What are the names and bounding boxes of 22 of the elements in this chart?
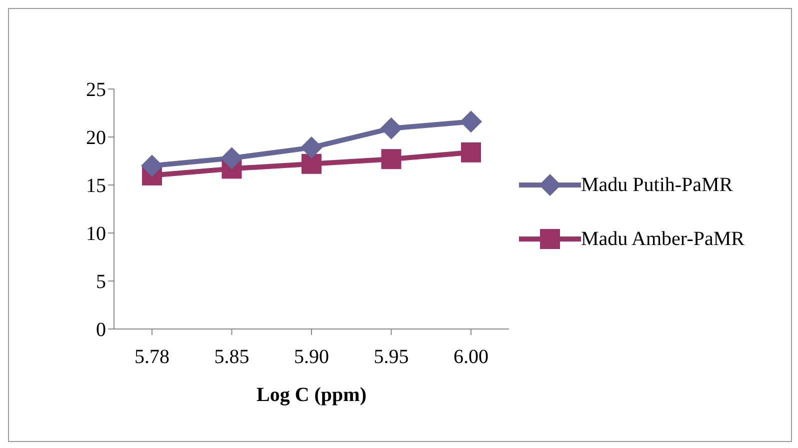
point bbox=[380, 117, 402, 140]
x-tick-label: 5.78 bbox=[134, 346, 170, 368]
x-axis-title: Log C (ppm) bbox=[256, 384, 367, 406]
legend-label: Madu Putih-PaMR bbox=[581, 174, 733, 196]
y-tick-label: 20 bbox=[86, 127, 106, 150]
point bbox=[461, 142, 481, 162]
point bbox=[302, 154, 322, 174]
x-tick-label: 5.95 bbox=[374, 346, 409, 368]
point bbox=[220, 147, 243, 170]
point bbox=[381, 149, 402, 170]
y-tick-label: 25 bbox=[86, 79, 106, 102]
x-tick-label: 5.90 bbox=[294, 346, 329, 368]
y-tick-label: 0 bbox=[96, 319, 106, 342]
y-tick-label: 10 bbox=[86, 223, 106, 246]
legend-label: Madu Amber-PaMR bbox=[581, 228, 744, 250]
point bbox=[141, 154, 163, 177]
y-tick-label: 15 bbox=[86, 175, 106, 198]
y-tick-label: 5 bbox=[96, 271, 106, 294]
point bbox=[460, 110, 482, 133]
x-tick-label: 6.00 bbox=[454, 346, 488, 368]
point bbox=[300, 136, 322, 159]
x-tick-label: 5.85 bbox=[214, 346, 250, 368]
